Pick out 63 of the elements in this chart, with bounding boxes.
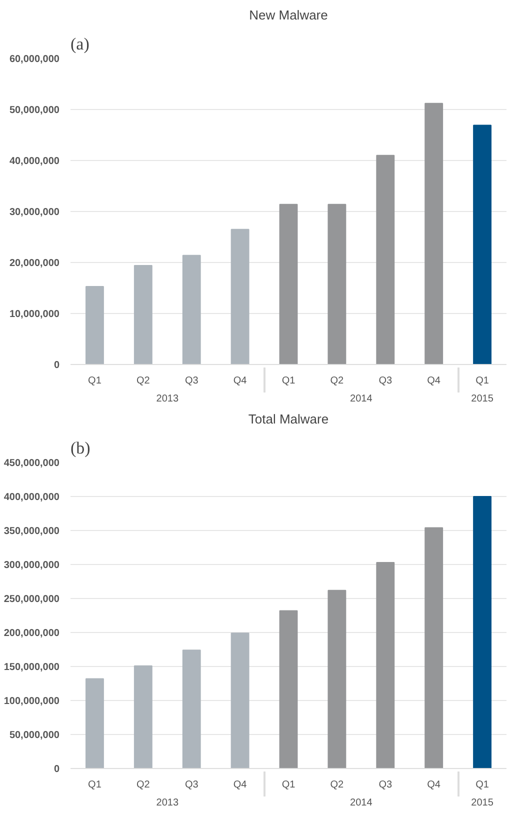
x-tick-label: Q2 [136,780,150,790]
x-tick-label: Q3 [184,376,199,386]
bar [376,562,395,768]
y-tick-label: 200,000,000 [4,628,60,639]
x-tick-label: Q4 [233,780,248,790]
bar [473,124,492,364]
y-tick-label: 40,000,000 [9,156,60,167]
x-tick-label: Q1 [476,376,490,386]
x-tick-label: Q2 [330,780,344,790]
y-tick-label: 350,000,000 [4,526,60,537]
bar [86,678,104,768]
x-tick-label: Q1 [88,376,102,386]
bar [328,590,346,768]
y-tick-label: 60,000,000 [9,54,60,65]
x-tick-label: Q3 [378,780,392,790]
text: 2015 [471,798,494,808]
chart-title: New Malware [249,8,328,22]
y-tick-label: 30,000,000 [9,207,60,218]
x-tick-label: Q4 [427,376,441,386]
bar [279,610,298,768]
y-tick-label: 50,000,000 [9,105,60,116]
bar [134,265,152,364]
y-tick-label: 300,000,000 [4,560,60,571]
text: 2015 [471,394,494,404]
x-tick-label: Q3 [184,780,199,790]
text: 2013 [156,394,179,404]
y-tick-label: 400,000,000 [4,492,60,503]
y-tick-label: 10,000,000 [9,309,60,320]
bar [230,632,250,768]
text: (a) [70,34,90,54]
bar [473,496,492,768]
y-tick-label: 450,000,000 [4,458,60,469]
y-tick-label: 50,000,000 [9,730,60,741]
x-tick-label: Q1 [476,780,490,790]
x-tick-label: Q2 [330,376,344,386]
chart-title: Total Malware [248,412,329,426]
bar [230,228,250,364]
y-tick-label: 20,000,000 [9,258,60,269]
text: 2014 [350,394,373,404]
bar [134,665,152,768]
x-tick-label: Q1 [282,376,296,386]
x-tick-label: Q4 [427,780,441,790]
bar [424,527,444,768]
y-tick-label: 250,000,000 [4,594,60,605]
text: 2013 [156,798,179,808]
text: (b) [70,438,90,458]
x-tick-label: Q1 [88,780,102,790]
y-tick-label: 0 [54,360,60,371]
bar [86,286,104,364]
text: 2014 [350,798,373,808]
y-tick-label: 150,000,000 [4,662,60,673]
y-tick-label: 0 [54,764,60,775]
x-tick-label: Q4 [233,376,248,386]
bar [376,154,395,364]
bar [182,650,201,768]
x-tick-label: Q2 [136,376,150,386]
bar [328,204,346,364]
bar [182,254,201,364]
y-tick-label: 100,000,000 [4,696,60,707]
bar [424,102,444,364]
x-tick-label: Q1 [282,780,296,790]
bar [279,204,298,364]
x-tick-label: Q3 [378,376,392,386]
